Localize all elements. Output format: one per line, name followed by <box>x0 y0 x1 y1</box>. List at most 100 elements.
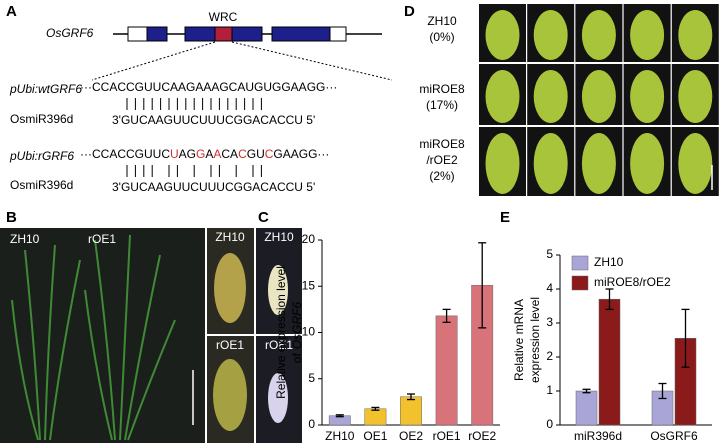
grain <box>485 133 520 194</box>
grain <box>485 70 520 123</box>
mirna-seq: 3'GUCAAGUUCUUUCGGACACCU 5' <box>112 180 315 194</box>
y-axis-label: Relative mRNA <box>512 299 526 381</box>
plant-photo <box>0 228 205 443</box>
y-tick-label: 5 <box>546 247 553 261</box>
error-bar <box>681 308 690 368</box>
error-bar <box>442 308 451 323</box>
error-bar <box>335 414 344 418</box>
x-tick-label: miR396d <box>574 429 622 443</box>
exon <box>271 26 331 42</box>
grain <box>630 133 665 194</box>
row-label: (2%) <box>429 169 454 183</box>
exon <box>184 26 216 42</box>
panel-label: C <box>258 209 269 226</box>
legend-swatch <box>571 255 589 271</box>
y-axis-label: Relative expression level <box>274 266 288 399</box>
grain <box>581 70 616 123</box>
seq-segment: ···CCACCGUUC <box>80 147 170 161</box>
y-tick-label: 10 <box>302 325 316 339</box>
y-tick-label: 2 <box>546 349 553 363</box>
photos-d <box>479 4 719 196</box>
target-seq: ···CCACCGUUCUAGGAACACGUCGAAGG··· <box>80 147 329 161</box>
y-tick-label: 15 <box>302 278 316 292</box>
grain <box>630 10 665 60</box>
error-bar <box>407 393 415 401</box>
y-tick-label: 3 <box>546 315 553 329</box>
legend-label: ZH10 <box>594 255 624 269</box>
seq-segment: AG <box>179 147 196 161</box>
seq-segment: A <box>213 147 221 161</box>
row-label: /rOE2 <box>426 153 458 167</box>
utr <box>127 26 148 42</box>
bar <box>435 315 458 426</box>
gene-name: OsGRF6 <box>46 26 94 40</box>
zoom-line <box>231 41 393 81</box>
mirna-name: OsmiR396d <box>10 178 73 192</box>
seq-segment: G <box>196 147 205 161</box>
row-label: (17%) <box>426 98 458 112</box>
y-axis-label-part: of <box>290 353 304 364</box>
panel-label: D <box>404 3 415 20</box>
error-bar <box>478 242 487 329</box>
wrc-region <box>214 26 233 42</box>
panel-label: B <box>6 209 17 226</box>
photo-label: rOE1 <box>88 232 116 246</box>
grain <box>533 133 568 194</box>
panel-label: A <box>6 3 17 20</box>
bar <box>575 390 598 426</box>
y-tick-label: 1 <box>546 383 553 397</box>
y-tick-label: 0 <box>308 417 315 431</box>
construct: pUbi:wtGRF6 <box>9 82 82 96</box>
grain <box>485 10 520 60</box>
grain <box>678 133 713 194</box>
grain <box>581 10 616 60</box>
seq-segment: C <box>265 147 274 161</box>
grain <box>678 70 713 123</box>
zoom-line <box>91 41 216 81</box>
flower <box>268 265 288 315</box>
error-bar <box>371 406 380 411</box>
row-label: miROE8 <box>419 82 465 96</box>
exon <box>231 26 263 42</box>
flower <box>268 373 288 423</box>
y-tick-label: 5 <box>308 371 315 385</box>
grain <box>581 133 616 194</box>
y-axis-label: expression level <box>528 297 542 383</box>
x-tick-label: OE1 <box>363 429 387 443</box>
seq-segment: GAAGG··· <box>273 147 329 161</box>
y-tick-label: 0 <box>546 417 553 431</box>
error-bar <box>658 382 667 400</box>
grain <box>630 70 665 123</box>
exon <box>146 26 168 42</box>
bar <box>598 298 621 426</box>
error-bar <box>582 388 591 394</box>
mirna-seq: 3'GUCAAGUUCUUUCGGACACCU 5' <box>112 113 315 127</box>
y-axis-label-part: OsGRF6 <box>290 302 304 350</box>
grain <box>213 359 247 431</box>
legend-swatch <box>571 275 589 291</box>
seq-segment: U <box>170 147 179 161</box>
photo-label: rOE1 <box>216 338 244 352</box>
grain <box>214 253 246 323</box>
mirna-name: OsmiR396d <box>10 112 73 126</box>
photo-label: rOE1 <box>265 338 293 352</box>
row-label: (0%) <box>429 30 454 44</box>
photos-d-labels: ZH10 (0%) miROE8 (17%) miROE8 /rOE2 (2%) <box>419 14 465 183</box>
target-seq: ···CCACCGUUCAAGAAAGCAUGUGGAAGG··· <box>80 80 337 94</box>
utr <box>329 26 347 42</box>
seq-segment: A <box>205 147 213 161</box>
grain <box>533 10 568 60</box>
plant-leaves <box>11 234 176 441</box>
photo-label: ZH10 <box>215 230 245 244</box>
gene-diagram: OsGRF6 WRC <box>46 10 393 81</box>
seq-segment: ···CCACCGUUCAAGAAAGCAUGUGGAAGG··· <box>80 80 337 94</box>
grain <box>678 10 713 60</box>
bar <box>364 408 387 426</box>
error-bar <box>605 288 614 311</box>
row-label: ZH10 <box>427 14 457 28</box>
photo-label: ZH10 <box>264 230 294 244</box>
panel-label: E <box>500 209 510 226</box>
y-axis-label: of OsGRF6 <box>290 302 304 364</box>
y-tick-label: 20 <box>302 232 316 246</box>
